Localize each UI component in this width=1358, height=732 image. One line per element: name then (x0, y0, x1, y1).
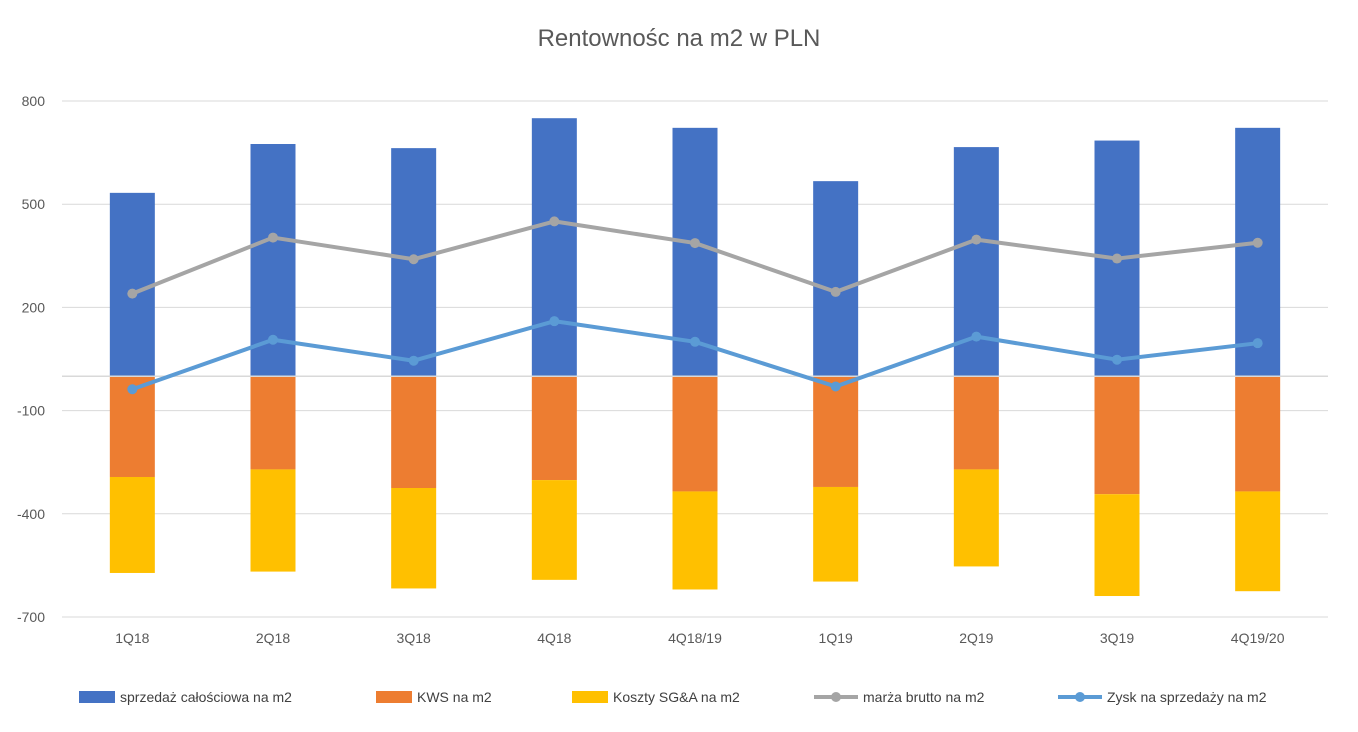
bar (813, 486, 859, 582)
x-tick-label: 4Q18 (537, 630, 571, 646)
legend-swatch (79, 691, 115, 703)
legend: sprzedaż całościowa na m2 KWS na m2 Koszty… (79, 689, 1267, 705)
line-point (1112, 253, 1122, 264)
line-point (1252, 237, 1263, 248)
line-point (690, 336, 700, 347)
bar (531, 118, 577, 377)
line-point (127, 288, 138, 299)
bar (672, 127, 718, 377)
bar (953, 376, 999, 470)
bar (391, 376, 437, 488)
line-point (971, 234, 982, 245)
legend-label: marża brutto na m2 (863, 689, 985, 705)
x-tick-label: 4Q18/19 (668, 630, 722, 646)
y-tick-label: -700 (17, 609, 45, 625)
x-tick-label: 1Q18 (115, 630, 149, 646)
line-point (1112, 354, 1122, 365)
legend-label: Zysk na sprzedaży na m2 (1107, 689, 1267, 705)
bar (250, 469, 296, 572)
legend-label: sprzedaż całościowa na m2 (120, 689, 292, 705)
bars (109, 118, 1281, 597)
legend-swatch (572, 691, 608, 703)
x-tick-label: 2Q19 (959, 630, 993, 646)
line-point (830, 286, 841, 297)
y-tick-label: -400 (17, 506, 45, 522)
legend-label: KWS na m2 (417, 689, 492, 705)
bar (109, 476, 155, 573)
line-point (1252, 338, 1263, 349)
line-point (268, 232, 278, 243)
y-tick-label: 800 (22, 93, 46, 109)
line-point (971, 331, 982, 342)
line-point (549, 316, 560, 327)
y-tick-label: 200 (22, 299, 46, 315)
legend-label: Koszty SG&A na m2 (613, 689, 740, 705)
y-tick-label: 500 (22, 196, 46, 212)
line-point (408, 254, 419, 265)
bar (813, 376, 859, 487)
line-point (268, 334, 278, 345)
bar (953, 469, 999, 567)
x-tick-label: 2Q18 (256, 630, 290, 646)
y-tick-label: -100 (17, 403, 45, 419)
x-axis-ticks: 1Q18 2Q18 3Q18 4Q18 4Q18/19 1Q19 2Q19 3Q19 4Q19/… (115, 630, 1285, 646)
line-point (408, 355, 419, 366)
bar (1094, 376, 1140, 495)
y-axis-ticks: 800 500 200 -100 -400 -700 (17, 93, 45, 625)
legend-marker (1075, 692, 1085, 702)
bar (109, 192, 155, 377)
bar (672, 491, 718, 590)
chart-title: Rentownośc na m2 w PLN (538, 25, 821, 52)
bar (1235, 491, 1281, 592)
bar (391, 488, 437, 589)
line-point (127, 384, 138, 395)
line-point (690, 238, 700, 249)
series-lines (127, 216, 1263, 395)
legend-swatch (376, 691, 412, 703)
legend-marker (831, 692, 841, 702)
x-tick-label: 1Q19 (819, 630, 853, 646)
bar (672, 376, 718, 492)
line-point (830, 381, 841, 392)
line-point (549, 216, 560, 227)
bar (531, 480, 577, 580)
bar (813, 181, 859, 377)
bar (250, 376, 296, 470)
x-tick-label: 3Q18 (397, 630, 431, 646)
bar (531, 376, 577, 481)
x-tick-label: 4Q19/20 (1231, 630, 1285, 646)
bar (1235, 376, 1281, 492)
bar (1235, 127, 1281, 377)
bar (1094, 494, 1140, 597)
x-tick-label: 3Q19 (1100, 630, 1134, 646)
